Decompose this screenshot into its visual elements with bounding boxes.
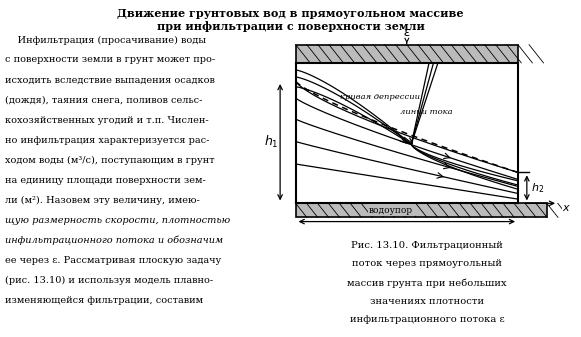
Text: $h_1$: $h_1$: [264, 134, 278, 150]
Text: щую размерность скорости, плотностью: щую размерность скорости, плотностью: [5, 216, 230, 225]
Text: массив грунта при небольших: массив грунта при небольших: [347, 278, 507, 287]
Text: ли (м²). Назовем эту величину, имею-: ли (м²). Назовем эту величину, имею-: [5, 196, 199, 205]
Text: $h_2$: $h_2$: [532, 181, 544, 195]
Text: с поверхности земли в грунт может про-: с поверхности земли в грунт может про-: [5, 55, 215, 64]
Text: ходом воды (м³/с), поступающим в грунт: ходом воды (м³/с), поступающим в грунт: [5, 156, 214, 165]
Text: ее через ε. Рассматривая плоскую задачу: ее через ε. Рассматривая плоскую задачу: [5, 256, 221, 265]
Text: инфильтрационного потока ε: инфильтрационного потока ε: [350, 315, 504, 324]
Text: (дождя), таяния снега, поливов сельс-: (дождя), таяния снега, поливов сельс-: [5, 96, 202, 104]
Text: (рис. 13.10) и используя модель плавно-: (рис. 13.10) и используя модель плавно-: [5, 276, 213, 285]
Text: исходить вследствие выпадения осадков: исходить вследствие выпадения осадков: [5, 75, 214, 85]
Text: изменяющейся фильтрации, составим: изменяющейся фильтрации, составим: [5, 296, 203, 305]
Text: водоупор: водоупор: [369, 206, 413, 215]
Polygon shape: [296, 203, 547, 217]
Text: кривая депрессии: кривая депрессии: [340, 93, 420, 101]
Text: Инфильтрация (просачивание) воды: Инфильтрация (просачивание) воды: [5, 35, 206, 44]
Text: инфильтрационного потока и обозначим: инфильтрационного потока и обозначим: [5, 236, 223, 245]
Text: Движение грунтовых вод в прямоугольном массиве: Движение грунтовых вод в прямоугольном м…: [117, 8, 464, 20]
Text: при инфильтрации с поверхности земли: при инфильтрации с поверхности земли: [156, 21, 425, 32]
Text: поток через прямоугольный: поток через прямоугольный: [352, 259, 502, 269]
Text: $\ell$: $\ell$: [403, 204, 410, 219]
Text: Рис. 13.10. Фильтрационный: Рис. 13.10. Фильтрационный: [351, 241, 503, 250]
Text: $x$: $x$: [562, 203, 571, 213]
Text: значениях плотности: значениях плотности: [370, 297, 484, 306]
Text: кохозяйственных угодий и т.п. Числен-: кохозяйственных угодий и т.п. Числен-: [5, 116, 208, 125]
Text: линии тока: линии тока: [400, 108, 453, 116]
Text: $\varepsilon$: $\varepsilon$: [403, 26, 411, 39]
Polygon shape: [296, 44, 518, 63]
Text: но инфильтрация характеризуется рас-: но инфильтрация характеризуется рас-: [5, 135, 209, 145]
Text: на единицу площади поверхности зем-: на единицу площади поверхности зем-: [5, 176, 206, 185]
